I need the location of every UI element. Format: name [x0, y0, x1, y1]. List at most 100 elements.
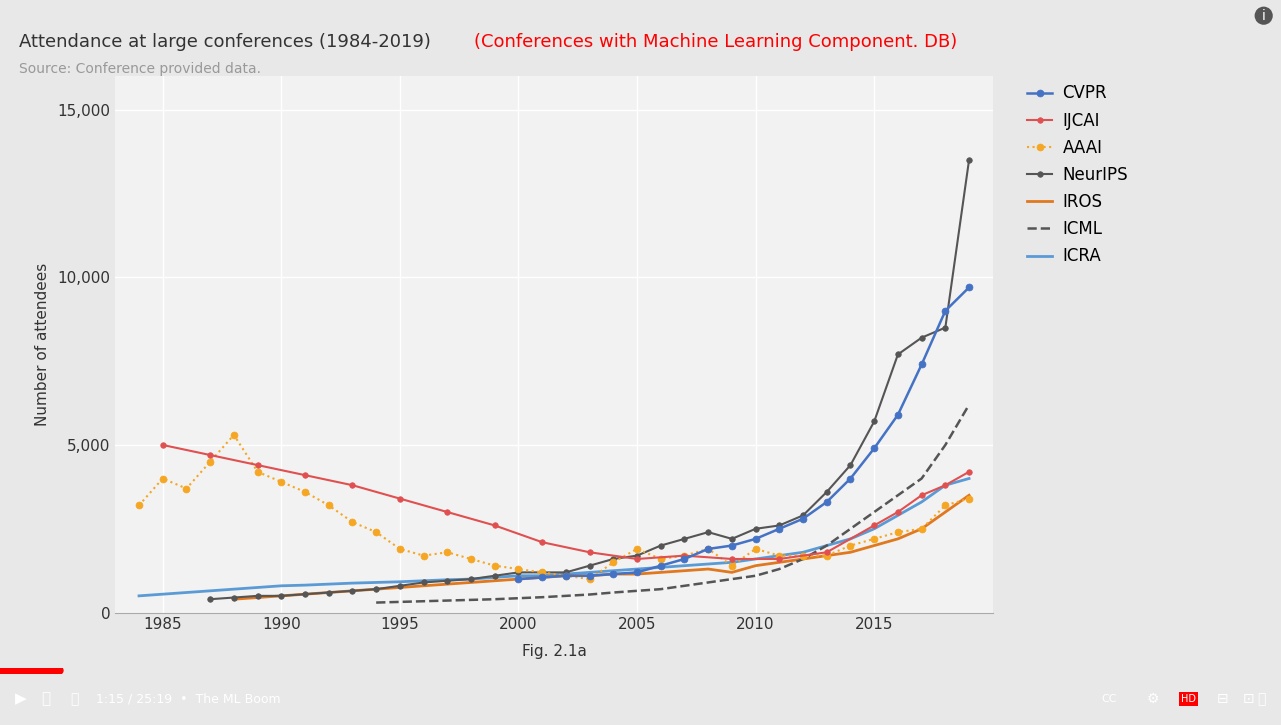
ICML: [629, 587, 644, 595]
ICRA: [913, 497, 929, 506]
ICML: [559, 592, 574, 600]
ICRA: [748, 555, 763, 563]
ICRA: [559, 570, 574, 579]
Text: HD: HD: [1181, 694, 1196, 704]
Text: (Conferences with Machine Learning Component. DB): (Conferences with Machine Learning Compo…: [474, 33, 957, 51]
ICRA: [511, 571, 526, 580]
IROS: [274, 592, 290, 600]
NeurIPS: [439, 576, 455, 585]
IROS: [676, 566, 692, 575]
Text: ⚙: ⚙: [1146, 692, 1159, 706]
ICRA: [819, 541, 834, 550]
AAAI: [843, 541, 858, 550]
ICRA: [439, 576, 455, 584]
IROS: [748, 561, 763, 570]
AAAI: [796, 551, 811, 560]
ICRA: [701, 560, 716, 568]
ICRA: [155, 590, 170, 599]
ICML: [511, 594, 526, 602]
AAAI: [202, 457, 218, 466]
IJCAI: [487, 521, 502, 530]
IROS: [890, 534, 906, 543]
AAAI: [629, 544, 644, 553]
AAAI: [724, 561, 739, 570]
IJCAI: [961, 468, 976, 476]
CVPR: [961, 283, 976, 291]
AAAI: [961, 494, 976, 503]
IJCAI: [771, 555, 787, 563]
Text: Source: Conference provided data.: Source: Conference provided data.: [19, 62, 261, 75]
ICML: [392, 597, 407, 606]
IROS: [534, 573, 550, 581]
AAAI: [464, 555, 479, 563]
IJCAI: [392, 494, 407, 503]
ICRA: [843, 534, 858, 543]
CVPR: [819, 497, 834, 506]
NeurIPS: [724, 534, 739, 543]
ICML: [487, 594, 502, 603]
NeurIPS: [297, 590, 313, 599]
IROS: [724, 568, 739, 577]
ICML: [724, 575, 739, 584]
CVPR: [701, 544, 716, 553]
IROS: [796, 555, 811, 563]
Line: CVPR: CVPR: [515, 284, 972, 583]
NeurIPS: [913, 334, 929, 342]
Text: ⊟: ⊟: [1217, 692, 1228, 706]
ICML: [369, 598, 384, 607]
NeurIPS: [938, 323, 953, 332]
IROS: [819, 551, 834, 560]
IROS: [439, 580, 455, 589]
CVPR: [796, 515, 811, 523]
ICML: [439, 596, 455, 605]
CVPR: [913, 360, 929, 369]
IROS: [653, 568, 669, 577]
ICRA: [961, 474, 976, 483]
ICML: [676, 581, 692, 590]
NeurIPS: [369, 585, 384, 594]
AAAI: [534, 568, 550, 577]
CVPR: [606, 570, 621, 579]
AAAI: [155, 474, 170, 483]
ICRA: [464, 575, 479, 584]
AAAI: [227, 431, 242, 439]
ICRA: [796, 548, 811, 557]
NeurIPS: [701, 528, 716, 536]
CVPR: [748, 534, 763, 543]
ICML: [961, 400, 976, 409]
Line: AAAI: AAAI: [136, 431, 972, 583]
CVPR: [724, 541, 739, 550]
IROS: [464, 578, 479, 587]
CVPR: [890, 410, 906, 419]
IROS: [913, 524, 929, 533]
IROS: [322, 588, 337, 597]
IROS: [843, 548, 858, 557]
NeurIPS: [843, 461, 858, 470]
IROS: [629, 570, 644, 579]
AAAI: [439, 548, 455, 557]
ICML: [701, 578, 716, 587]
ICRA: [771, 551, 787, 560]
AAAI: [748, 544, 763, 553]
ICML: [416, 597, 432, 605]
ICML: [464, 595, 479, 604]
AAAI: [559, 571, 574, 580]
ICML: [819, 541, 834, 550]
AAAI: [487, 561, 502, 570]
AAAI: [392, 544, 407, 553]
NeurIPS: [274, 592, 290, 600]
AAAI: [297, 488, 313, 497]
ICRA: [676, 561, 692, 570]
NeurIPS: [866, 417, 881, 426]
NeurIPS: [771, 521, 787, 530]
IJCAI: [629, 555, 644, 563]
IJCAI: [938, 481, 953, 489]
NeurIPS: [796, 511, 811, 520]
IJCAI: [913, 491, 929, 500]
X-axis label: Fig. 2.1a: Fig. 2.1a: [521, 644, 587, 658]
ICRA: [487, 573, 502, 581]
ICML: [913, 474, 929, 483]
ICRA: [416, 576, 432, 585]
NeurIPS: [392, 581, 407, 590]
ICRA: [179, 588, 195, 597]
